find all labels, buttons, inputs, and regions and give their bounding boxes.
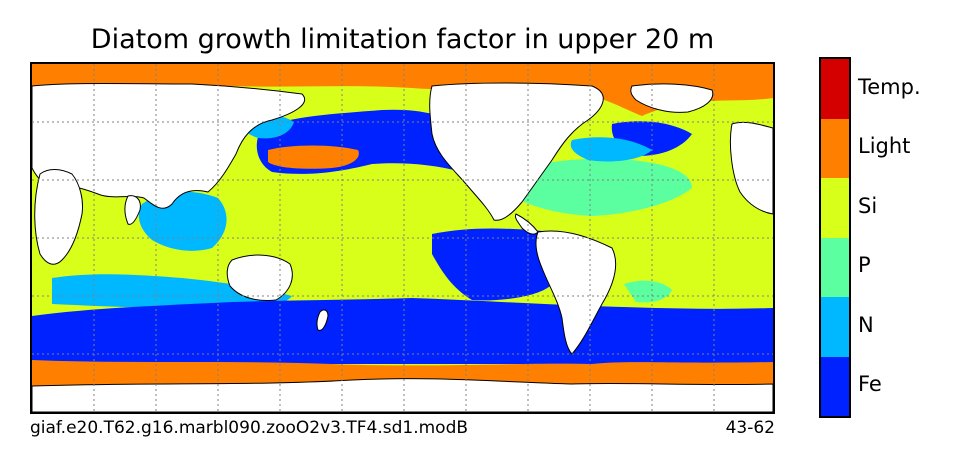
greenland-land [630,83,714,113]
colorbar-segment-light [821,118,849,179]
run-id-caption: giaf.e20.T62.g16.marbl090.zooO2v3.TF4.sd… [30,418,469,438]
south-atlantic-p-patch [624,280,672,303]
colorbar [819,57,851,418]
colorbar-segment-n [821,297,849,357]
eurasia-land [32,83,305,209]
colorbar-segment-si [821,178,849,238]
limitation-map [30,62,775,414]
colorbar-label-p: P [858,253,871,278]
europe-land [729,121,773,215]
map-title: Diatom growth limitation factor in upper… [90,24,715,55]
north-pacific-light-patch [268,145,359,169]
north-atlantic-n-region [570,137,652,162]
equatorial-pacific-fe-tongue [432,228,559,301]
colorbar-label-fe: Fe [858,372,882,397]
colorbar-label-n: N [858,312,874,337]
arctic-light-band [32,64,773,116]
graticule [32,64,773,412]
year-range-caption: 43-62 [725,418,775,438]
colorbar-label-temp: Temp. [858,74,921,99]
central-america-land [515,213,539,235]
colorbar-label-light: Light [858,134,911,159]
colorbar-segment-temp [821,59,849,119]
antarctica-land [32,378,773,412]
north-atlantic-p-region [502,158,692,216]
map-canvas [32,64,773,412]
colorbar-segment-fe [821,356,849,416]
australia-land [226,254,293,301]
colorbar-segment-p [821,237,849,298]
indian-n-band [52,274,292,311]
new-zealand-land [316,309,329,331]
india-land [124,195,141,225]
africa-land [34,169,83,265]
colorbar-label-si: Si [858,193,878,218]
